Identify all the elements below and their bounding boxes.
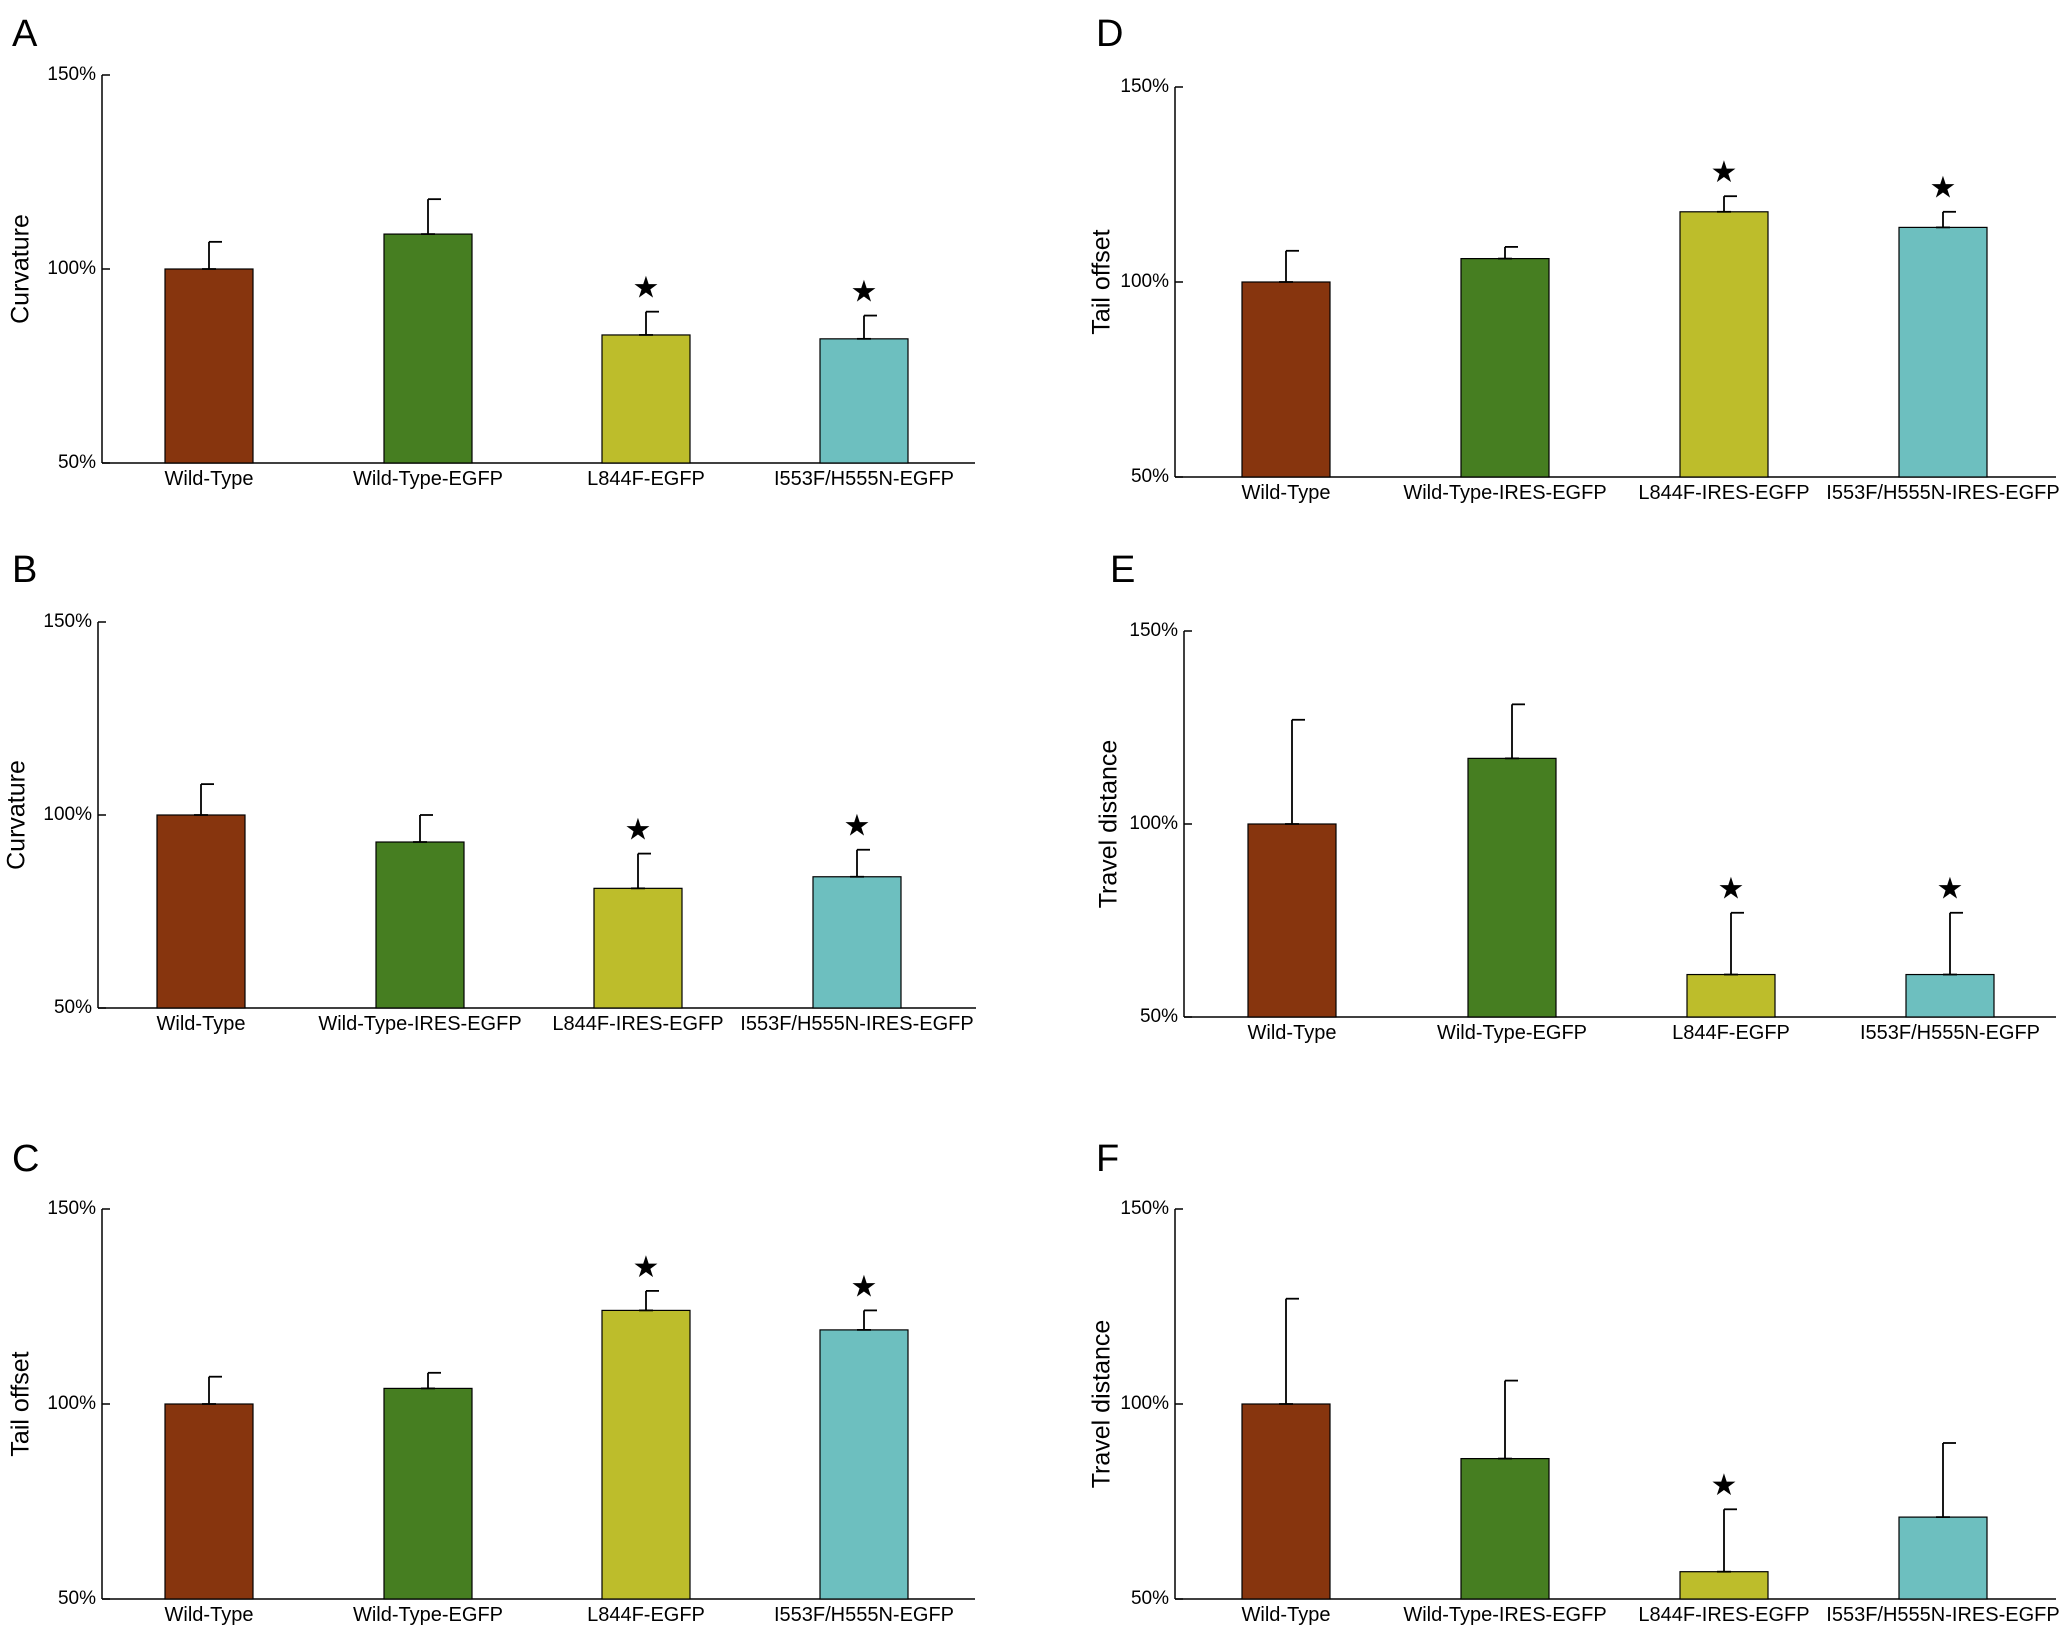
y-axis-label: Travel distance [1088, 1320, 1116, 1489]
y-tick-label: 150% [1120, 1198, 1169, 1219]
y-tick-label: 50% [58, 452, 96, 473]
bar [383, 1387, 473, 1600]
x-tick-label: Wild-Type [1242, 482, 1331, 504]
x-tick-label: Wild-Type [157, 1013, 246, 1035]
x-tick-label: Wild-Type-EGFP [353, 1604, 503, 1626]
y-tick-label: 100% [1120, 1393, 1169, 1414]
bar [164, 268, 254, 464]
y-tick-label: 50% [1131, 1588, 1169, 1609]
significance-star: ★ [1718, 873, 1745, 906]
x-tick-label: L844F-EGFP [587, 468, 705, 490]
x-tick-label: Wild-Type-IRES-EGFP [318, 1013, 521, 1035]
bar [1467, 757, 1557, 1018]
y-tick-label: 50% [54, 997, 92, 1018]
bar [1241, 281, 1331, 478]
x-tick-label: I553F/H555N-EGFP [774, 1604, 954, 1626]
significance-star: ★ [633, 1251, 660, 1284]
x-tick-label: I553F/H555N-EGFP [1860, 1022, 2040, 1044]
x-tick-label: Wild-Type [1248, 1022, 1337, 1044]
panel-letter: F [1096, 1138, 1119, 1180]
y-axis-label: Travel distance [1095, 740, 1123, 909]
significance-star: ★ [1930, 172, 1957, 205]
bar [1686, 973, 1776, 1018]
x-tick-label: I553F/H555N-IRES-EGFP [740, 1013, 973, 1035]
panel-letter: E [1110, 549, 1135, 591]
y-tick-label: 50% [1140, 1006, 1178, 1027]
bar [156, 814, 246, 1009]
bar [1241, 1403, 1331, 1600]
bar [1679, 211, 1769, 478]
bar [812, 876, 902, 1009]
x-tick-label: Wild-Type [165, 1604, 254, 1626]
bar [1679, 1571, 1769, 1600]
x-tick-label: L844F-EGFP [587, 1604, 705, 1626]
bar [601, 334, 691, 464]
bar [819, 338, 909, 464]
panel-f: F 50% 100% 150% Travel distance Wild-Type Wild… [1088, 1138, 2060, 1626]
bar [375, 841, 465, 1009]
y-tick-label: 100% [1129, 813, 1178, 834]
bar [1898, 1516, 1988, 1600]
y-tick-label: 100% [47, 258, 96, 279]
y-tick-label: 150% [1120, 76, 1169, 97]
bar [593, 887, 683, 1009]
y-tick-label: 50% [1131, 466, 1169, 487]
bar [1247, 823, 1337, 1018]
x-tick-label: Wild-Type [1242, 1604, 1331, 1626]
significance-star: ★ [1711, 1469, 1738, 1502]
x-tick-label: Wild-Type [165, 468, 254, 490]
significance-star: ★ [625, 814, 652, 847]
significance-star: ★ [1937, 873, 1964, 906]
significance-star: ★ [1711, 156, 1738, 189]
x-tick-label: I553F/H555N-IRES-EGFP [1826, 482, 2059, 504]
x-tick-label: L844F-IRES-EGFP [552, 1013, 723, 1035]
y-axis-label: Curvature [3, 760, 31, 870]
bar [1898, 226, 1988, 478]
x-tick-label: Wild-Type-IRES-EGFP [1403, 1604, 1606, 1626]
bar [1905, 973, 1995, 1018]
x-tick-label: I553F/H555N-IRES-EGFP [1826, 1604, 2059, 1626]
panel-d: D 50% 100% 150% Tail offset Wild-Type Wild-Typ… [1088, 13, 2060, 504]
panel-letter: A [12, 13, 38, 55]
significance-star: ★ [844, 810, 871, 843]
bar [1460, 258, 1550, 478]
y-tick-label: 100% [47, 1393, 96, 1414]
significance-star: ★ [851, 1270, 878, 1303]
bar [164, 1403, 254, 1600]
x-tick-label: L844F-IRES-EGFP [1638, 1604, 1809, 1626]
y-tick-label: 50% [58, 1588, 96, 1609]
y-tick-label: 100% [1120, 271, 1169, 292]
significance-star: ★ [633, 272, 660, 305]
bar [819, 1329, 909, 1600]
y-axis-label: Curvature [7, 214, 35, 324]
y-axis-label: Tail offset [7, 1351, 35, 1456]
y-tick-label: 150% [47, 1198, 96, 1219]
y-tick-label: 150% [43, 611, 92, 632]
y-tick-label: 150% [1129, 620, 1178, 641]
significance-star: ★ [851, 275, 878, 308]
x-tick-label: L844F-IRES-EGFP [1638, 482, 1809, 504]
panel-b: B 50% 100% 150% Curvature Wild-Type Wild-Type-… [3, 549, 976, 1035]
x-tick-label: L844F-EGFP [1672, 1022, 1790, 1044]
panel-letter: D [1096, 13, 1123, 55]
x-tick-label: Wild-Type-IRES-EGFP [1403, 482, 1606, 504]
bar [601, 1309, 691, 1600]
y-axis-label: Tail offset [1088, 229, 1116, 334]
panel-c: C 50% 100% 150% Tail offset Wild-Type Wild-Typ… [7, 1138, 975, 1626]
y-tick-label: 150% [47, 64, 96, 85]
x-tick-label: Wild-Type-EGFP [353, 468, 503, 490]
x-tick-label: Wild-Type-EGFP [1437, 1022, 1587, 1044]
x-tick-label: I553F/H555N-EGFP [774, 468, 954, 490]
panel-e: E 50% 100% 150% Travel distance Wild-Type Wild… [1095, 549, 2056, 1044]
y-tick-label: 100% [43, 804, 92, 825]
bar [383, 233, 473, 464]
panel-letter: B [12, 549, 37, 591]
panel-letter: C [12, 1138, 39, 1180]
panel-a: A 50% 100% 150% Curvature Wild-Type Wild-Type-… [7, 13, 975, 490]
bar [1460, 1457, 1550, 1600]
